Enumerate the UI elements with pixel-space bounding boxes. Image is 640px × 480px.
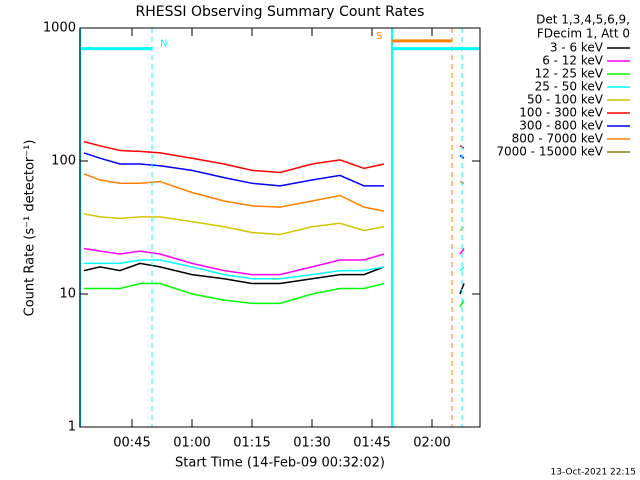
y-tick-label: 1000 (43, 21, 76, 36)
legend-label: 3 - 6 keV (550, 41, 604, 55)
annotation: S (376, 31, 382, 42)
plot-frame (79, 27, 481, 428)
x-axis-label: Start Time (14-Feb-09 00:32:02) (175, 456, 385, 471)
legend-label: 7000 - 15000 keV (496, 145, 603, 159)
x-tick-label: 02:00 (413, 436, 450, 451)
series-line (83, 262, 465, 295)
annotation: N (160, 39, 167, 50)
legend-label: 12 - 25 keV (535, 67, 604, 81)
series-line (84, 282, 465, 308)
legend-header: FDecim 1, Att 0 (537, 27, 630, 41)
x-tick-label: 01:15 (233, 436, 270, 451)
y-axis-label: Count Rate (s⁻¹ detector⁻¹) (23, 140, 38, 317)
legend-label: 300 - 800 keV (519, 119, 603, 133)
legend-label: 6 - 12 keV (542, 54, 604, 68)
footer: 13-Oct-2021 22:15 (551, 468, 636, 478)
y-tick-label: 1 (68, 420, 76, 435)
chart-title: RHESSI Observing Summary Count Rates (136, 4, 425, 20)
y-tick-label: 10 (59, 287, 76, 302)
legend-label: 800 - 7000 keV (512, 132, 604, 146)
legend-label: 100 - 300 keV (519, 106, 603, 120)
x-tick-label: 01:00 (173, 436, 210, 451)
series-line (83, 247, 465, 276)
y-tick-label: 100 (51, 154, 76, 169)
x-tick-label: 01:45 (353, 436, 390, 451)
x-tick-label: 00:45 (113, 436, 150, 451)
series-line (84, 259, 465, 280)
x-tick-label: 01:30 (293, 436, 330, 451)
legend-header: Det 1,3,4,5,6,9, (536, 13, 630, 27)
legend-label: 50 - 100 keV (527, 93, 604, 107)
legend-label: 25 - 50 keV (535, 80, 604, 94)
